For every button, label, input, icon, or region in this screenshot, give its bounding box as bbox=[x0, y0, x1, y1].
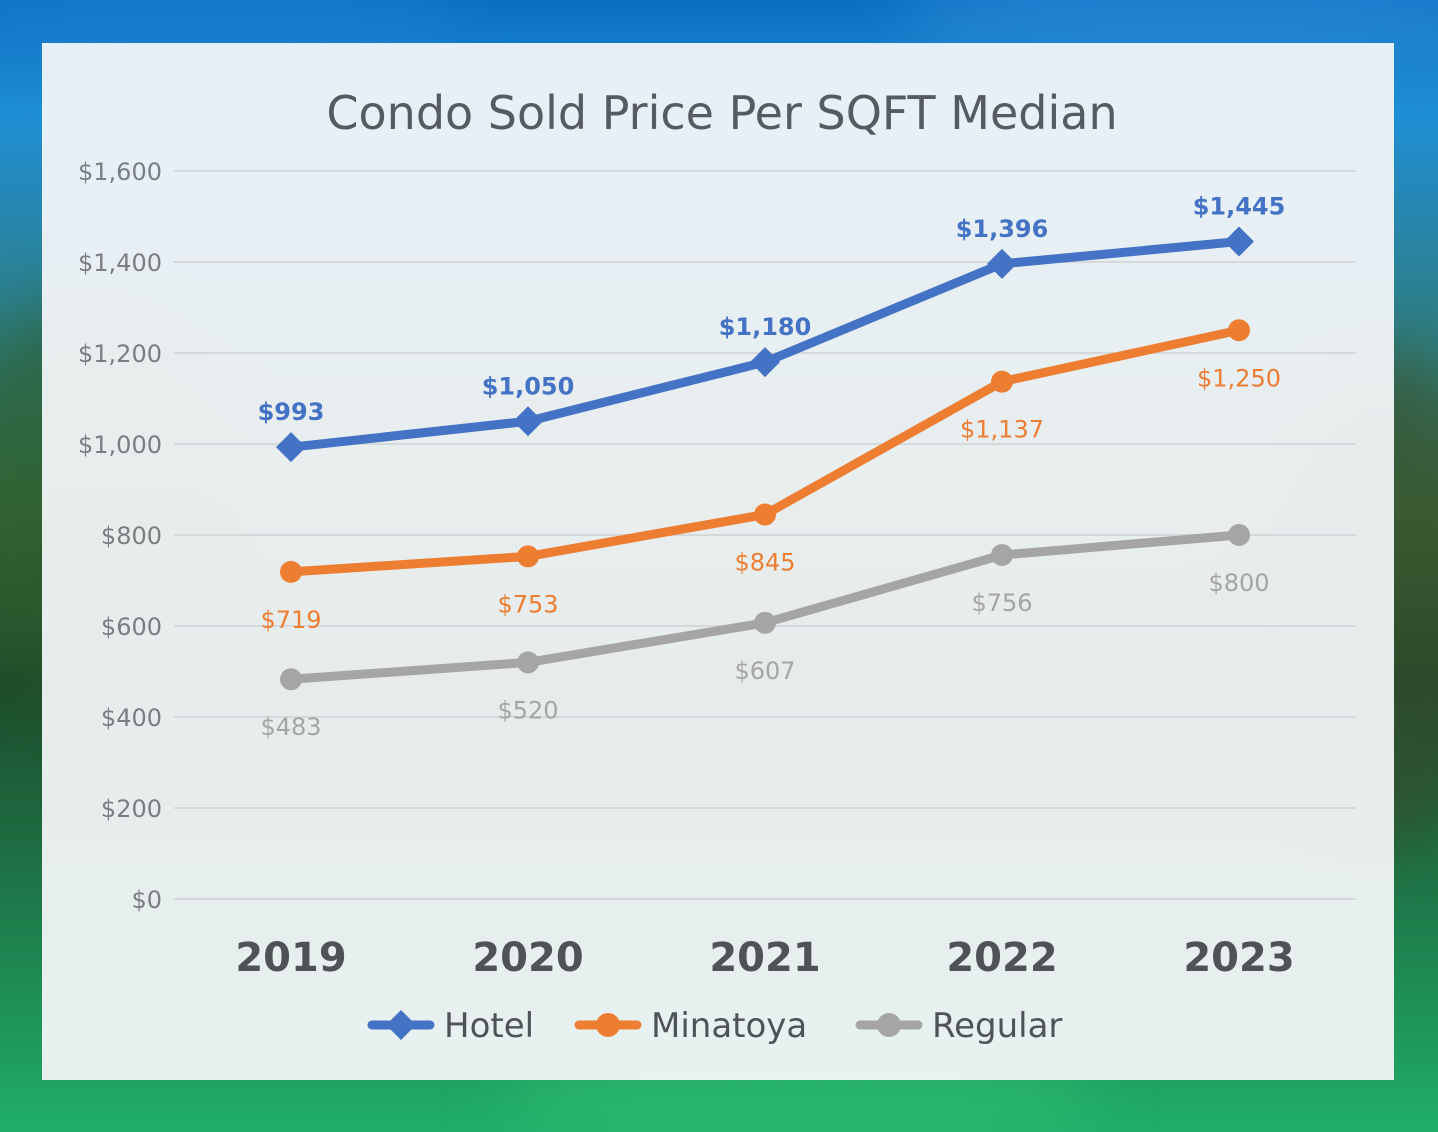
legend-marker-regular bbox=[877, 1013, 901, 1037]
data-label-hotel: $1,180 bbox=[719, 313, 812, 341]
data-label-minatoya: $845 bbox=[734, 549, 795, 577]
x-tick-label: 2020 bbox=[472, 935, 583, 981]
data-label-hotel: $1,050 bbox=[482, 372, 575, 400]
line-chart: Condo Sold Price Per SQFT Median $0$200$… bbox=[78, 86, 1356, 1046]
data-label-minatoya: $719 bbox=[260, 606, 321, 634]
data-label-hotel: $1,396 bbox=[956, 215, 1049, 243]
x-tick-label: 2019 bbox=[235, 935, 346, 981]
data-label-hotel: $1,445 bbox=[1193, 193, 1286, 221]
legend-label-regular: Regular bbox=[932, 1006, 1062, 1046]
data-label-regular: $800 bbox=[1208, 569, 1269, 597]
data-label-regular: $756 bbox=[971, 589, 1032, 617]
legend-marker-minatoya bbox=[596, 1013, 620, 1037]
legend-item-hotel: Hotel bbox=[367, 1006, 534, 1046]
y-tick-label: $600 bbox=[101, 613, 162, 641]
series-line-hotel bbox=[286, 237, 1244, 452]
point-hotel bbox=[987, 248, 1017, 279]
point-minatoya bbox=[517, 545, 539, 568]
y-tick-label: $800 bbox=[101, 522, 162, 550]
data-label-minatoya: $1,137 bbox=[960, 416, 1044, 444]
gridlines bbox=[174, 170, 1356, 900]
legend-label-hotel: Hotel bbox=[444, 1006, 534, 1046]
point-minatoya bbox=[991, 370, 1013, 393]
x-tick-label: 2022 bbox=[946, 935, 1057, 981]
point-minatoya bbox=[754, 503, 776, 526]
y-tick-label: $400 bbox=[101, 704, 162, 732]
series-lines bbox=[276, 226, 1254, 691]
y-tick-label: $1,600 bbox=[78, 158, 162, 186]
y-tick-label: $1,200 bbox=[78, 340, 162, 368]
chart-title: Condo Sold Price Per SQFT Median bbox=[326, 86, 1117, 140]
y-tick-label: $1,400 bbox=[78, 249, 162, 277]
point-hotel bbox=[276, 432, 306, 463]
point-hotel bbox=[513, 406, 543, 437]
y-tick-label: $1,000 bbox=[78, 431, 162, 459]
data-label-minatoya: $753 bbox=[497, 590, 558, 618]
y-tick-label: $0 bbox=[131, 886, 162, 914]
series-minatoya bbox=[280, 319, 1250, 583]
data-label-regular: $483 bbox=[260, 713, 321, 741]
y-tick-label: $200 bbox=[101, 795, 162, 823]
point-regular bbox=[754, 611, 776, 634]
point-regular bbox=[280, 668, 302, 691]
legend: Hotel Minatoya Regular bbox=[367, 1006, 1062, 1046]
point-minatoya bbox=[280, 560, 302, 583]
legend-item-regular: Regular bbox=[855, 1006, 1062, 1046]
point-regular bbox=[517, 651, 539, 674]
x-axis-ticks: 2019 2020 2021 2022 2023 bbox=[235, 935, 1294, 981]
y-axis-ticks: $0 $200 $400 $600 $800 $1,000 $1,200 $1,400 $1,6… bbox=[78, 158, 162, 914]
x-tick-label: 2021 bbox=[709, 935, 820, 981]
data-label-minatoya: $1,250 bbox=[1197, 364, 1281, 392]
point-regular bbox=[1228, 524, 1250, 546]
point-minatoya bbox=[1228, 319, 1250, 342]
point-regular bbox=[991, 544, 1013, 567]
x-tick-label: 2023 bbox=[1183, 935, 1294, 981]
data-label-regular: $607 bbox=[734, 657, 795, 685]
legend-marker-hotel bbox=[386, 1010, 416, 1040]
series-regular bbox=[280, 524, 1250, 691]
point-hotel bbox=[750, 347, 780, 378]
data-labels: $483 $520 $607 $756 $800 $719 $753 $845 $1,137 $1… bbox=[258, 193, 1286, 742]
chart-panel: Condo Sold Price Per SQFT Median $0 $200 $… bbox=[42, 43, 1394, 1080]
data-label-regular: $520 bbox=[497, 696, 558, 724]
legend-item-minatoya: Minatoya bbox=[574, 1006, 807, 1046]
data-label-hotel: $993 bbox=[258, 398, 325, 426]
legend-label-minatoya: Minatoya bbox=[651, 1006, 807, 1046]
point-hotel bbox=[1224, 226, 1254, 257]
series-hotel bbox=[276, 226, 1254, 463]
